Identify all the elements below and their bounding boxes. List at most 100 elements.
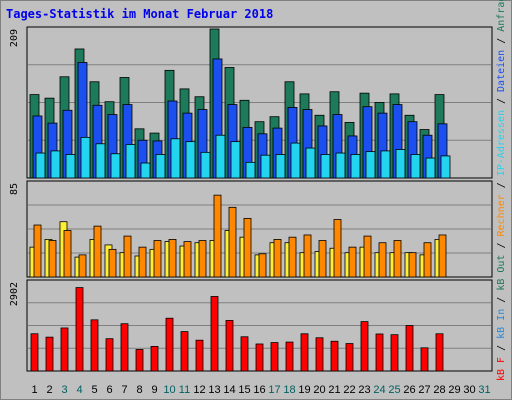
bar-ip-adressen-day-6	[108, 248, 117, 278]
bar-ip-adressen-day-8	[138, 246, 147, 278]
bar-ip-adressen-day-5	[93, 225, 102, 278]
chart-title: Tages-Statistik im Monat Februar 2018	[6, 7, 274, 21]
day-label-20: 20	[313, 384, 325, 396]
day-label-4: 4	[76, 384, 82, 396]
bar-kb-f-day-6	[105, 338, 114, 372]
bar-rechner-day-24	[380, 150, 391, 179]
legend-item-5: kB Out	[496, 255, 507, 291]
bar-ip-adressen-day-28	[438, 234, 447, 278]
bar-rechner-day-10	[170, 138, 181, 179]
bar-rechner-day-9	[155, 154, 166, 179]
day-label-23: 23	[358, 384, 370, 396]
bar-kb-f-day-14	[225, 320, 234, 372]
bar-rechner-day-1	[35, 152, 46, 179]
bar-rechner-day-7	[125, 144, 136, 179]
day-label-5: 5	[91, 384, 97, 396]
day-label-16: 16	[253, 384, 265, 396]
bar-ip-adressen-day-14	[228, 206, 237, 278]
legend-item-3: kB In	[496, 309, 507, 339]
day-label-11: 11	[179, 384, 190, 396]
day-label-27: 27	[418, 384, 430, 396]
bar-kb-f-day-17	[270, 342, 279, 372]
bar-ip-adressen-day-11	[183, 241, 192, 278]
bar-kb-f-day-8	[135, 349, 144, 372]
bar-rechner-day-4	[80, 136, 91, 179]
bar-ip-adressen-day-18	[288, 236, 297, 278]
day-label-8: 8	[136, 384, 142, 396]
bar-kb-f-day-10	[165, 317, 174, 372]
bar-kb-f-day-20	[315, 337, 324, 372]
bar-rechner-day-13	[215, 134, 226, 179]
legend-item-12: /	[496, 32, 507, 50]
bar-rechner-day-28	[440, 155, 451, 179]
bar-kb-f-day-13	[210, 296, 219, 372]
bar-ip-adressen-day-10	[168, 238, 177, 278]
day-label-7: 7	[121, 384, 127, 396]
bar-rechner-day-18	[290, 142, 301, 179]
day-label-14: 14	[223, 384, 235, 396]
day-label-25: 25	[388, 384, 400, 396]
bar-kb-f-day-21	[330, 340, 339, 372]
legend-item-11: Dateien	[496, 50, 507, 92]
bar-kb-f-day-15	[240, 336, 249, 372]
bar-ip-adressen-day-1	[33, 224, 42, 278]
bar-ip-adressen-day-12	[198, 240, 207, 278]
bar-ip-adressen-day-23	[363, 235, 372, 278]
bar-rechner-day-12	[200, 151, 211, 179]
legend-item-9: IP-Adressen	[496, 110, 507, 176]
bar-rechner-day-5	[95, 143, 106, 179]
panel-1-max-label: 209	[9, 29, 20, 47]
bar-rechner-day-2	[50, 150, 61, 179]
day-label-19: 19	[298, 384, 310, 396]
bar-kb-f-day-18	[285, 341, 294, 372]
legend-item-7: Rechner	[496, 194, 507, 236]
bar-rechner-day-23	[365, 151, 376, 179]
bar-rechner-day-19	[305, 147, 316, 179]
day-label-1: 1	[31, 384, 37, 396]
bar-rechner-day-27	[425, 157, 436, 179]
bar-kb-f-day-23	[360, 321, 369, 372]
bar-ip-adressen-day-27	[423, 242, 432, 278]
bar-kb-f-day-28	[435, 333, 444, 372]
day-label-21: 21	[328, 384, 340, 396]
bar-rechner-day-3	[65, 154, 76, 179]
bar-kb-f-day-16	[255, 343, 264, 372]
day-label-15: 15	[238, 384, 250, 396]
legend-item-1: kB F	[496, 357, 507, 381]
bar-ip-adressen-day-26	[408, 252, 417, 278]
day-label-6: 6	[106, 384, 112, 396]
day-label-2: 2	[46, 384, 52, 396]
legend-item-10: /	[496, 92, 507, 110]
bar-kb-f-day-25	[390, 334, 399, 372]
day-label-9: 9	[151, 384, 157, 396]
bar-kb-f-day-7	[120, 323, 129, 372]
bar-kb-f-day-5	[90, 319, 99, 372]
bar-kb-f-day-26	[405, 325, 414, 372]
bar-rechner-day-26	[410, 154, 421, 179]
bar-rechner-day-16	[260, 154, 271, 179]
legend-item-4: /	[496, 291, 507, 309]
bar-kb-f-day-22	[345, 343, 354, 372]
day-label-17: 17	[268, 384, 280, 396]
bar-rechner-day-6	[110, 153, 121, 179]
legend-right: kB F / kB In / kB Out / Rechner / IP-Adr…	[496, 0, 507, 381]
bar-kb-f-day-2	[45, 336, 54, 372]
bar-kb-f-day-27	[420, 347, 429, 372]
day-label-26: 26	[403, 384, 415, 396]
bar-rechner-day-17	[275, 154, 286, 179]
legend-item-2: /	[496, 339, 507, 357]
bar-ip-adressen-day-25	[393, 240, 402, 278]
bar-rechner-day-11	[185, 141, 196, 179]
panel-2-max-label: 85	[9, 183, 20, 195]
bar-ip-adressen-day-4	[78, 254, 87, 278]
day-label-10: 10	[163, 384, 175, 396]
bar-kb-f-day-9	[150, 346, 159, 372]
bar-kb-f-day-19	[300, 333, 309, 372]
bar-rechner-day-14	[230, 141, 241, 179]
bar-rechner-day-15	[245, 161, 256, 179]
bar-kb-f-day-4	[75, 287, 84, 372]
day-label-22: 22	[343, 384, 355, 396]
day-label-29: 29	[448, 384, 460, 396]
day-label-30: 30	[463, 384, 475, 396]
